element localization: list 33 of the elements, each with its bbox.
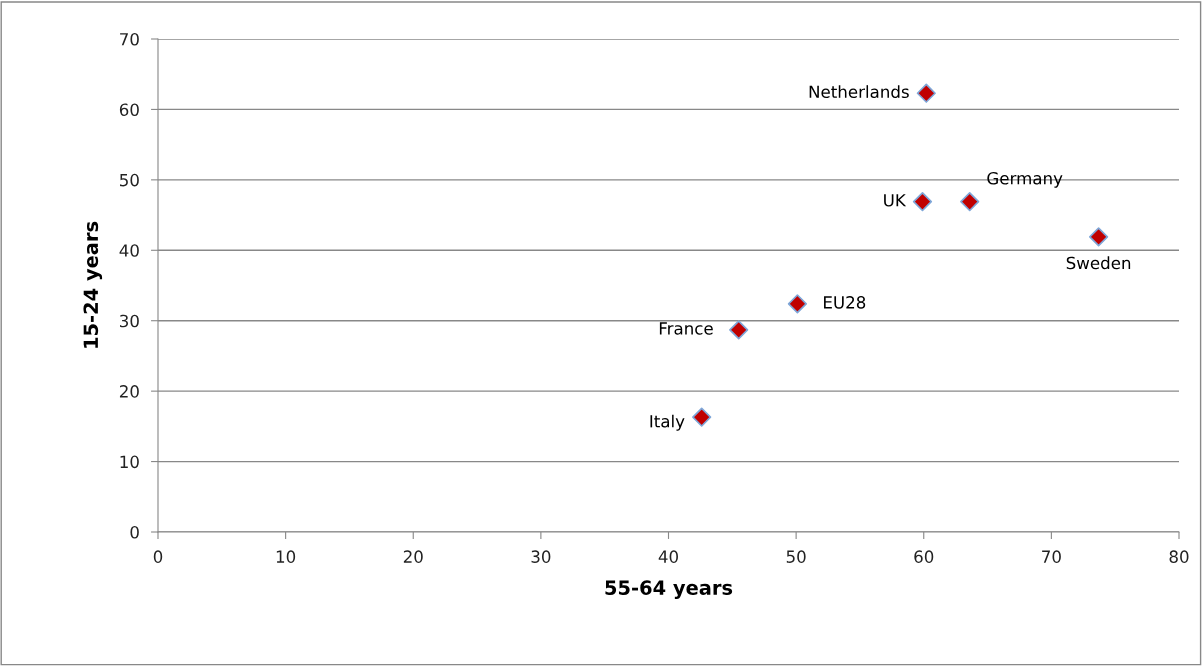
point <box>960 192 980 212</box>
y-axis-title: 15-24 years <box>83 221 103 348</box>
y-tick-label: 30 <box>120 314 139 328</box>
annotation: UK <box>884 194 907 207</box>
y-tick-label: 40 <box>119 244 139 257</box>
x-axis-title: 55-64 years <box>605 580 733 599</box>
x-tick-label: 40 <box>658 550 678 563</box>
y-tick-label: 70 <box>120 32 139 46</box>
y-tick-label: 0 <box>130 525 139 539</box>
point <box>916 83 936 103</box>
x-tick-label: 10 <box>276 550 296 563</box>
annotation: Sweden <box>1066 256 1131 270</box>
x-tick-label: 20 <box>403 550 423 563</box>
annotation: France <box>659 322 713 335</box>
point <box>787 294 808 314</box>
annotation: Germany <box>987 171 1063 188</box>
y-tick-label: 20 <box>119 385 139 398</box>
annotation: Italy <box>650 414 685 431</box>
y-tick-label: 10 <box>120 455 139 469</box>
point <box>1088 227 1109 247</box>
x-tick-label: 80 <box>1169 550 1189 563</box>
point <box>729 320 749 340</box>
y-tick-label: 50 <box>120 173 139 187</box>
x-tick-label: 0 <box>153 550 163 563</box>
point <box>692 407 712 427</box>
y-tick-label: 60 <box>119 103 139 116</box>
x-tick-label: 30 <box>531 550 551 563</box>
x-tick-label: 70 <box>1042 550 1061 563</box>
x-tick-label: 60 <box>914 550 934 563</box>
point <box>912 192 933 212</box>
annotation: Netherlands <box>809 85 909 99</box>
x-tick-label: 50 <box>786 550 806 563</box>
annotation: EU28 <box>824 296 866 309</box>
